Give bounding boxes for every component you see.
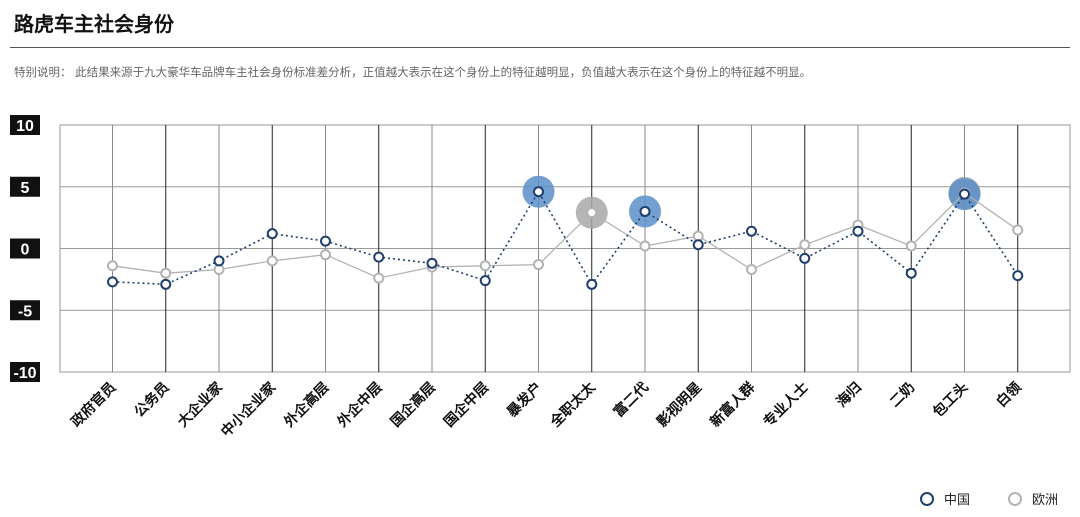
x-tick-label: 新富人群	[707, 379, 759, 431]
x-axis-labels: 政府官员 公务员 大企业家中小企业家 外企高层 外企中层 国企高层 国企中层 暴发户 全职太太富…	[68, 378, 1025, 440]
x-tick-label: 政府官员	[68, 379, 120, 431]
data-point-china	[905, 267, 917, 279]
x-tick-label: 国企中层	[440, 379, 492, 431]
data-point-europe	[373, 272, 385, 284]
data-point-china	[320, 235, 331, 247]
y-tick-label: 5	[21, 180, 30, 197]
y-tick-label-bg	[10, 300, 40, 321]
x-tick-label: 白领	[993, 379, 1025, 411]
data-point-china	[373, 251, 385, 263]
data-point-europe	[746, 263, 757, 275]
legend-europe: 欧洲	[1008, 489, 1058, 508]
x-tick-label: 大企业家	[174, 378, 226, 430]
x-tick-label: 富二代	[610, 379, 652, 421]
data-point-china	[746, 225, 757, 237]
data-point-china	[213, 255, 225, 267]
data-points	[107, 186, 1024, 290]
x-tick-label: 专业人士	[760, 379, 812, 431]
legend-europe-marker	[1008, 491, 1022, 506]
x-tick-label: 中小企业家	[218, 378, 280, 440]
x-tick-label: 海归	[833, 379, 865, 411]
data-point-china	[799, 252, 811, 264]
series-lines	[112, 190, 1019, 286]
chart-note: 特别说明： 此结果来源于九大豪华车品牌车主社会身份标准差分析，正值越大表示在这个…	[14, 65, 812, 79]
y-tick-label-bg	[10, 176, 40, 197]
x-tick-label: 公务员	[131, 379, 173, 421]
y-tick-label-bg	[10, 115, 40, 135]
data-point-europe	[905, 240, 917, 252]
series-line-europe	[112, 192, 1019, 279]
y-axis-labels: 10 5 0 -5 -10	[10, 115, 40, 382]
y-tick-label: 0	[21, 242, 30, 259]
x-tick-label: 外企高层	[281, 379, 333, 431]
data-point-china	[107, 276, 118, 288]
data-point-china	[692, 239, 704, 251]
y-tick-label: 10	[16, 118, 34, 135]
y-tick-label: -10	[13, 365, 36, 382]
y-tick-label-bg	[10, 238, 40, 259]
legend-europe-label: 欧洲	[1032, 493, 1059, 508]
data-point-europe	[586, 207, 598, 219]
data-point-china	[1012, 270, 1024, 282]
x-tick-label: 影视明星	[653, 379, 705, 431]
legend-china: 中国	[920, 489, 970, 508]
data-point-europe	[479, 260, 491, 272]
data-point-china	[586, 278, 598, 290]
data-point-china	[639, 205, 651, 217]
data-point-china	[266, 228, 278, 240]
series-line-china	[112, 190, 1019, 286]
data-point-europe	[320, 249, 331, 261]
legend-china-label: 中国	[944, 493, 971, 508]
data-point-europe	[107, 260, 118, 272]
data-point-china	[160, 278, 172, 290]
title-divider	[10, 47, 1070, 48]
data-point-europe	[799, 239, 811, 251]
legend-china-marker	[920, 491, 934, 506]
x-tick-label: 全职太太	[546, 378, 599, 431]
data-point-europe	[1012, 224, 1024, 236]
data-point-china	[852, 225, 864, 237]
data-point-europe	[639, 240, 651, 252]
x-tick-label: 二奶	[886, 379, 918, 411]
data-point-china	[479, 275, 491, 287]
x-tick-label: 暴发户	[503, 379, 545, 421]
data-point-china	[959, 188, 970, 200]
x-tick-label: 国企高层	[387, 379, 439, 431]
data-point-europe	[533, 259, 544, 271]
data-point-europe	[266, 255, 278, 267]
data-point-europe	[160, 267, 172, 279]
y-tick-label-bg	[10, 362, 40, 382]
x-tick-label: 包工头	[930, 379, 972, 421]
y-tick-label: -5	[18, 303, 32, 320]
x-tick-label: 外企中层	[334, 379, 386, 431]
chart-grid	[59, 124, 1071, 373]
data-point-china	[533, 186, 544, 198]
chart-title: 路虎车主社会身份	[14, 12, 174, 36]
data-point-china	[426, 257, 438, 269]
